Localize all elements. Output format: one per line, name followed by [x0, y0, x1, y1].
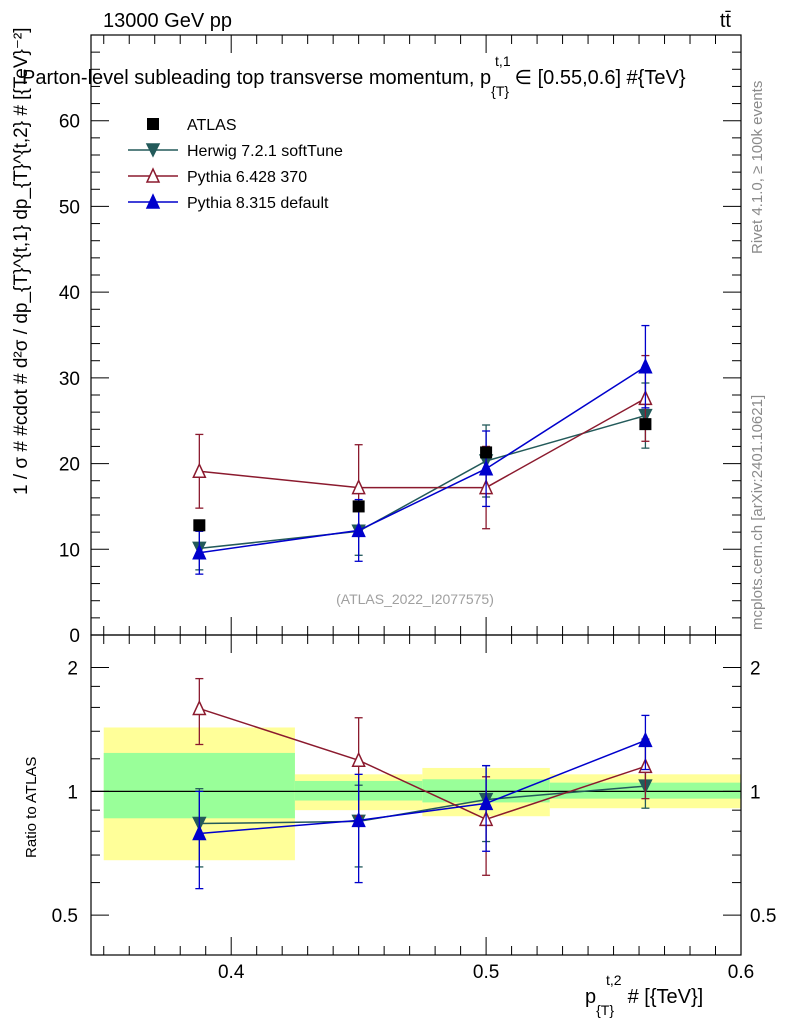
- ratio-plot-frame: [90, 634, 742, 956]
- main-y-tick-label: 10: [59, 540, 80, 561]
- ratio-point-pythia-6-428-370: [351, 751, 366, 768]
- ratio-point-pythia-8-315-default: [478, 794, 494, 811]
- legend-marker-atlas: [147, 118, 159, 130]
- legend-item-pythia-6-428-370: Pythia 6.428 370: [128, 167, 307, 186]
- main-series-layer: [192, 324, 653, 575]
- ratio-point-pythia-8-315-default: [638, 731, 653, 748]
- axis-ticks: [91, 34, 742, 956]
- legend-item-atlas: ATLAS: [147, 117, 237, 134]
- legend-label-pythia-8-315-default: Pythia 8.315 default: [187, 195, 329, 212]
- x-tick-label: 0.4: [218, 962, 245, 983]
- ratio-y-tick-label: 2: [67, 659, 78, 680]
- legend-marker-pythia-6-428-370: [145, 167, 161, 183]
- main-y-tick-label: 0: [69, 626, 80, 647]
- ratio-y-tick-label-right: 2: [750, 659, 761, 680]
- legend-label-atlas: ATLAS: [187, 117, 237, 134]
- series-herwig-7-2-1-softtune: [192, 382, 653, 571]
- x-tick-label: 0.6: [728, 962, 754, 983]
- axis-tick-labels: 0.4 0.5 0.6 0 10 20 30 40 50 60 0.5 0.5 1 1 2 2: [52, 112, 777, 983]
- x-tick-label: 0.5: [473, 962, 499, 983]
- main-y-tick-label: 50: [59, 197, 80, 218]
- ratio-series-layer: [192, 677, 653, 890]
- analysis-watermark: (ATLAS_2022_I2077575): [336, 591, 494, 607]
- ratio-y-tick-label: 1: [67, 782, 78, 803]
- series-pythia-8-315-default: [192, 324, 653, 575]
- legend-label-pythia-6-428-370: Pythia 6.428 370: [187, 169, 307, 186]
- ratio-line-pythia-8-315-default: [199, 739, 646, 835]
- legend-marker-herwig-7-2-1-softtune: [145, 143, 161, 158]
- point-pythia-8-315-default: [192, 543, 207, 560]
- main-y-tick-label: 30: [59, 369, 80, 390]
- legend-item-pythia-8-315-default: Pythia 8.315 default: [128, 193, 329, 212]
- point-pythia-6-428-370: [192, 462, 207, 479]
- x-axis-label: p{T}t,2# [{TeV}]: [585, 972, 703, 1018]
- point-pythia-6-428-370: [351, 478, 366, 495]
- legend-item-herwig-7-2-1-softtune: Herwig 7.2.1 softTune: [128, 143, 343, 160]
- ratio-point-pythia-6-428-370: [192, 699, 207, 716]
- point-atlas: [639, 418, 652, 431]
- series-pythia-6-428-370: [192, 354, 653, 532]
- series-line-pythia-8-315-default: [199, 366, 646, 554]
- point-pythia-8-315-default: [478, 459, 494, 476]
- point-atlas: [193, 519, 206, 532]
- main-y-tick-label: 40: [59, 283, 80, 304]
- series-line-pythia-6-428-370: [199, 397, 646, 489]
- ratio-point-pythia-8-315-default: [192, 824, 207, 841]
- mcplots-label: mcplots.cern.ch [arXiv:2401.10621]: [749, 395, 766, 630]
- rivet-version-label: Rivet 4.1.0, ≥ 100k events: [749, 81, 766, 254]
- main-y-axis-label: 1 / σ # #cdot # d²σ / dp_{T}^{t,1} dp_{T…: [11, 27, 32, 495]
- legend: ATLAS Herwig 7.2.1 softTune Pythia 6.428 3…: [128, 117, 343, 212]
- series-line-herwig-7-2-1-softtune: [199, 414, 646, 550]
- ratio-line-pythia-6-428-370: [199, 707, 646, 821]
- ratio-point-pythia-8-315-default: [351, 811, 366, 828]
- ratio-y-axis-label: Ratio to ATLAS: [23, 757, 40, 858]
- process-label: tt̄: [720, 10, 732, 32]
- plot-title: Parton-level subleading top transverse m…: [22, 53, 686, 99]
- ratio-y-tick-label-right: 0.5: [750, 906, 776, 927]
- ratio-series-pythia-8-315-default: [192, 714, 653, 890]
- ratio-y-tick-label: 0.5: [52, 906, 78, 927]
- main-y-tick-label: 20: [59, 455, 80, 476]
- legend-marker-pythia-8-315-default: [145, 193, 161, 209]
- main-y-tick-label: 60: [59, 112, 80, 133]
- point-pythia-8-315-default: [638, 357, 653, 374]
- legend-label-herwig-7-2-1-softtune: Herwig 7.2.1 softTune: [187, 143, 343, 160]
- point-atlas: [480, 446, 493, 459]
- energy-label: 13000 GeV pp: [103, 10, 232, 32]
- point-pythia-8-315-default: [351, 521, 366, 538]
- series-atlas: [193, 418, 652, 532]
- point-atlas: [352, 500, 365, 513]
- ratio-y-tick-label-right: 1: [750, 782, 761, 803]
